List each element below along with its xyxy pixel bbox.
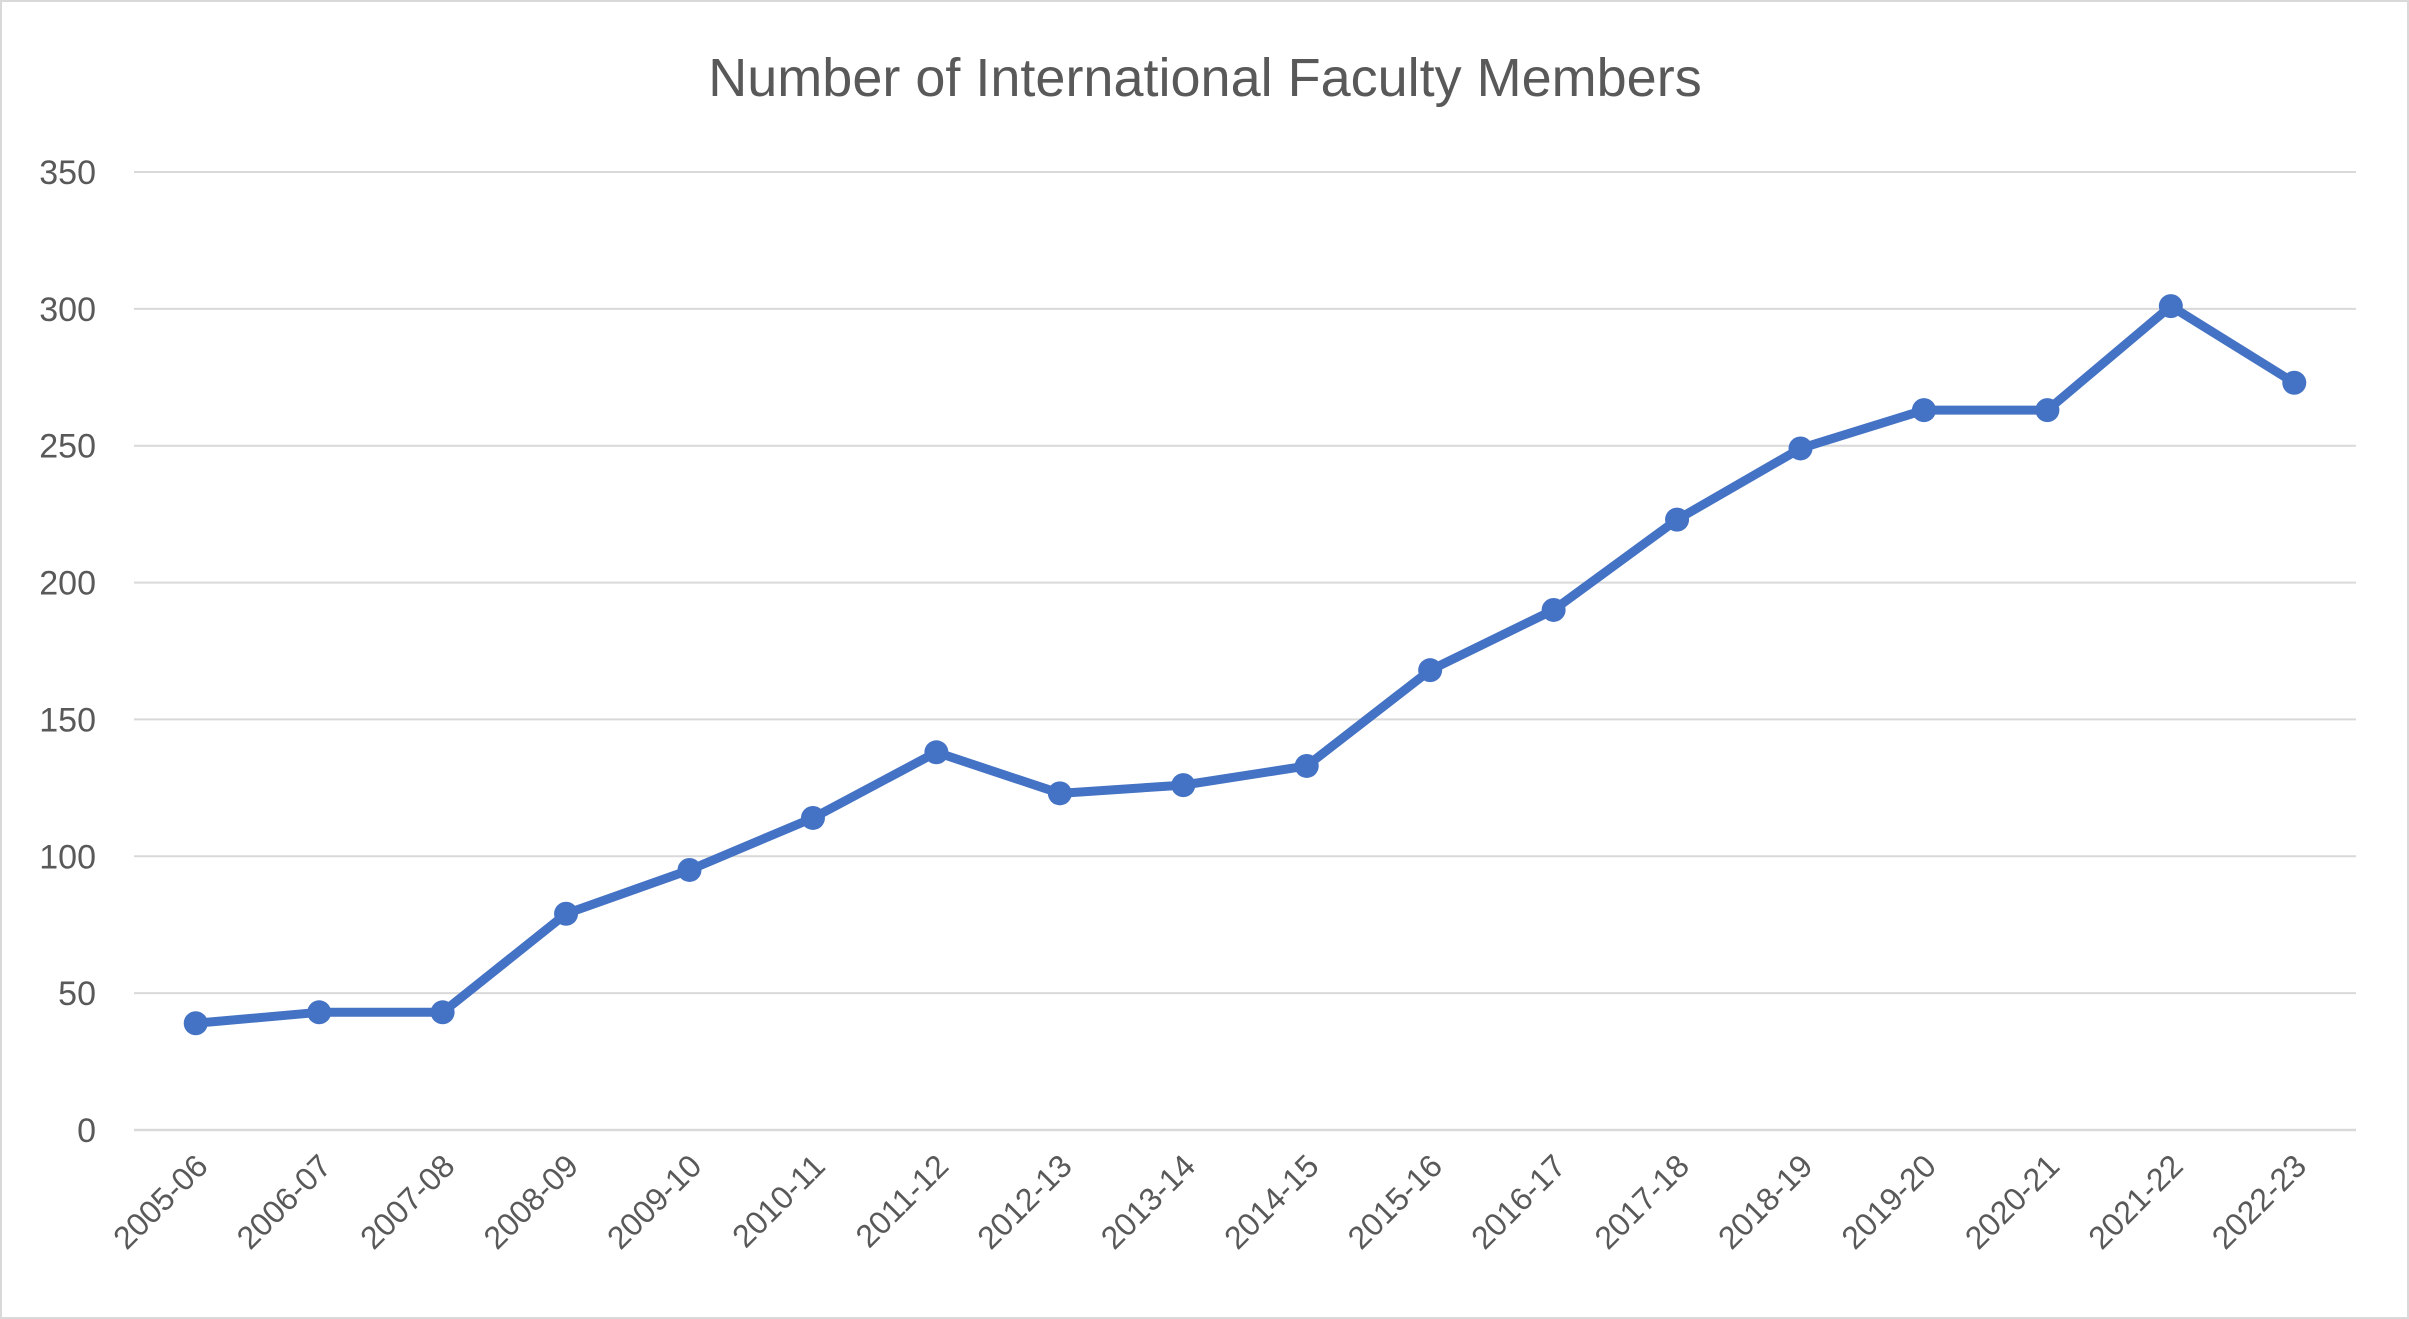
data-point — [1294, 753, 1319, 778]
data-point — [2035, 398, 2060, 423]
series-line — [191, 301, 2299, 1028]
gridlines — [134, 171, 2356, 1132]
x-tick-label: 2006-07 — [230, 1147, 338, 1255]
data-point — [1911, 398, 1936, 423]
data-point — [2282, 370, 2307, 395]
x-tick-label: 2019-20 — [1834, 1147, 1942, 1255]
data-point — [1665, 507, 1690, 532]
data-point — [800, 805, 825, 830]
x-tick-label: 2009-10 — [600, 1147, 708, 1255]
x-tick-label: 2011-12 — [849, 1147, 956, 1254]
y-tick-label: 50 — [58, 975, 96, 1013]
x-tick-label: 2016-17 — [1464, 1147, 1572, 1255]
data-point — [2158, 294, 2183, 319]
x-tick-label: 2018-19 — [1711, 1147, 1819, 1255]
data-point — [1171, 773, 1196, 798]
y-tick-label: 250 — [39, 428, 96, 466]
data-point — [430, 1000, 455, 1025]
x-tick-label: 2020-21 — [1958, 1147, 2066, 1255]
y-tick-label: 100 — [39, 838, 96, 876]
data-point — [1541, 597, 1566, 622]
x-tick-label: 2014-15 — [1217, 1147, 1325, 1255]
x-tick-label: 2022-23 — [2205, 1147, 2313, 1255]
data-point — [183, 1011, 208, 1036]
x-axis-ticks: 2005-06 2006-07 2007-08 2008-09 2009-10 2010-… — [106, 1147, 2313, 1255]
x-tick-label: 2015-16 — [1341, 1147, 1449, 1255]
data-point — [1788, 436, 1813, 461]
y-tick-label: 150 — [39, 701, 96, 739]
series-layer — [183, 294, 2307, 1036]
y-tick-label: 300 — [39, 291, 96, 329]
x-tick-label: 2008-09 — [477, 1147, 585, 1255]
y-tick-label: 0 — [77, 1112, 96, 1150]
data-point — [307, 1000, 332, 1025]
data-point — [554, 901, 579, 926]
chart-title: Number of International Faculty Members — [708, 48, 1701, 108]
data-point — [924, 740, 949, 765]
x-tick-label: 2007-08 — [353, 1147, 461, 1255]
y-tick-label: 200 — [39, 565, 96, 603]
x-tick-label: 2010-11 — [725, 1147, 832, 1254]
y-axis-ticks: 0 50 100 150 200 250 300 350 — [39, 154, 96, 1150]
x-tick-label: 2013-14 — [1094, 1147, 1202, 1255]
data-point — [677, 857, 702, 882]
data-point — [1418, 658, 1443, 683]
x-tick-label: 2005-06 — [106, 1147, 214, 1255]
x-tick-label: 2021-22 — [2081, 1147, 2189, 1255]
y-tick-label: 350 — [39, 154, 96, 192]
x-tick-label: 2017-18 — [1588, 1147, 1696, 1255]
x-tick-label: 2012-13 — [970, 1147, 1078, 1255]
data-point — [1047, 781, 1072, 806]
